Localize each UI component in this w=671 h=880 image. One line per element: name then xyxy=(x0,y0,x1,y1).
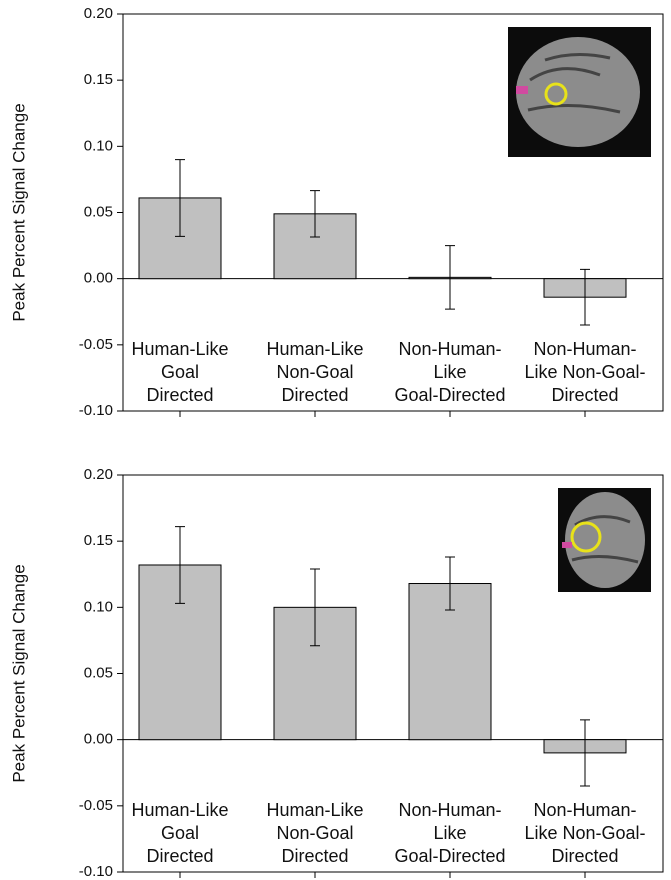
error-bar xyxy=(580,719,590,787)
y-tick-label: -0.10 xyxy=(79,863,113,880)
y-tick-label: -0.05 xyxy=(79,336,113,353)
x-tick-label: Human-Like Goal Directed xyxy=(131,800,229,866)
error-bar xyxy=(175,526,185,604)
error-bar xyxy=(175,159,185,237)
error-bar xyxy=(445,556,455,611)
error-bar xyxy=(310,568,320,647)
x-tick-label: Non-Human- Like Non-Goal- Directed xyxy=(524,339,646,405)
y-tick-label: 0.10 xyxy=(84,598,113,615)
x-tick-label: Human-Like Goal Directed xyxy=(131,339,229,405)
brain-inset xyxy=(508,27,651,157)
x-tick-label: Non-Human- Like Goal-Directed xyxy=(394,800,506,866)
y-tick-label: 0.05 xyxy=(84,664,113,681)
y-tick-label: 0.10 xyxy=(84,137,113,154)
brain-inset xyxy=(558,488,651,592)
y-axis-label: Peak Percent Signal Change xyxy=(9,564,28,782)
y-axis-label: Peak Percent Signal Change xyxy=(9,103,28,321)
x-tick-label: Non-Human- Like Goal-Directed xyxy=(394,339,506,405)
x-tick-label: Human-Like Non-Goal Directed xyxy=(266,800,364,866)
y-tick-label: 0.15 xyxy=(84,532,113,549)
y-tick-label: -0.10 xyxy=(79,402,113,419)
y-tick-label: 0.15 xyxy=(84,71,113,88)
error-bar xyxy=(445,245,455,310)
y-tick-label: 0.00 xyxy=(84,270,113,287)
y-tick-label: 0.00 xyxy=(84,731,113,748)
y-tick-label: 0.20 xyxy=(84,466,113,483)
y-tick-label: -0.05 xyxy=(79,797,113,814)
error-bar xyxy=(310,190,320,238)
x-tick-label: Non-Human- Like Non-Goal- Directed xyxy=(524,800,646,866)
x-tick-label: Human-Like Non-Goal Directed xyxy=(266,339,364,405)
y-tick-label: 0.05 xyxy=(84,203,113,220)
y-tick-label: 0.20 xyxy=(84,5,113,22)
error-bar xyxy=(580,268,590,326)
